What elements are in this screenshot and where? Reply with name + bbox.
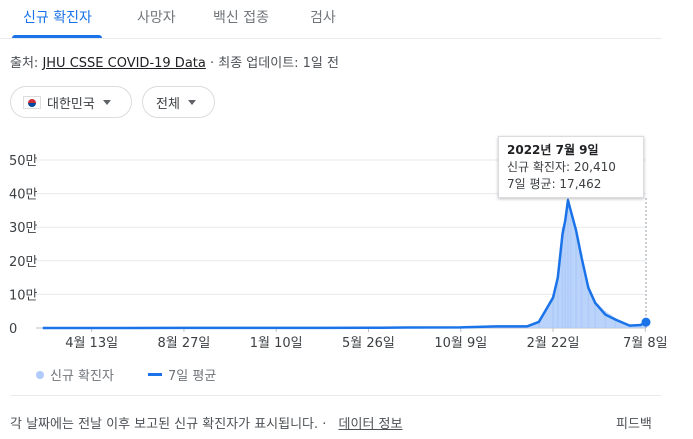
chart-tooltip: 2022년 7월 9일 신규 확진자: 20,410 7일 평균: 17,462 — [498, 136, 644, 198]
line-legend-icon — [148, 373, 162, 376]
tab-new-cases[interactable]: 신규 확진자 — [23, 10, 92, 26]
region-dropdown[interactable]: 대한민국 — [10, 86, 132, 118]
active-tab-indicator — [12, 35, 102, 38]
footer-note: 각 날짜에는 전날 이후 보고된 신규 확진자가 표시됩니다. · 데이터 정보 — [10, 413, 402, 432]
footer-note-text: 각 날짜에는 전날 이후 보고된 신규 확진자가 표시됩니다. · — [10, 417, 327, 432]
bar-legend-icon — [36, 370, 44, 379]
chevron-down-icon — [187, 99, 196, 105]
x-tick-label: 1월 10일 — [250, 336, 303, 351]
y-tick-label: 0 — [9, 322, 17, 337]
hover-point — [641, 317, 651, 327]
legend-average-label: 7일 평균 — [168, 369, 217, 384]
y-tick-label: 30만 — [9, 221, 38, 236]
y-tick-label: 10만 — [9, 288, 38, 303]
y-tick-label: 40만 — [9, 188, 38, 203]
source-prefix: 출처: — [10, 56, 43, 71]
cases-bars-area — [42, 193, 646, 328]
legend-cases: 신규 확진자 — [36, 365, 114, 384]
x-tick-label: 5월 26일 — [342, 336, 395, 351]
period-dropdown[interactable]: 전체 — [142, 86, 215, 118]
y-tick-label: 50만 — [9, 154, 38, 169]
x-tick-label: 4월 13일 — [65, 336, 118, 351]
tooltip-date: 2022년 7월 9일 — [507, 143, 599, 157]
legend-cases-label: 신규 확진자 — [50, 369, 114, 384]
footer-divider — [10, 395, 661, 396]
source-updated: · 최종 업데이트: 1일 전 — [205, 56, 339, 71]
period-label: 전체 — [156, 96, 180, 112]
source-link[interactable]: JHU CSSE COVID-19 Data — [42, 56, 206, 71]
data-info-link[interactable]: 데이터 정보 — [338, 417, 403, 432]
legend-average: 7일 평균 — [148, 365, 216, 384]
tab-tests[interactable]: 검사 — [310, 10, 336, 26]
x-tick-label: 10월 9일 — [434, 336, 487, 351]
feedback-link-text[interactable]: 피드백 — [616, 417, 652, 432]
chevron-down-icon — [102, 99, 111, 105]
tooltip-average: 7일 평균: 17,462 — [507, 177, 602, 191]
source-line: 출처: JHU CSSE COVID-19 Data · 최종 업데이트: 1일… — [10, 52, 339, 71]
tab-vaccinations[interactable]: 백신 접종 — [213, 10, 269, 26]
y-tick-label: 20만 — [9, 255, 38, 270]
feedback-link[interactable]: 피드백 — [616, 413, 652, 432]
x-tick-label: 7월 8일 — [623, 336, 668, 351]
korea-flag-icon — [23, 95, 41, 109]
average-line — [42, 199, 647, 330]
tab-bar: 신규 확진자 사망자 백신 접종 검사 — [0, 0, 662, 39]
region-label: 대한민국 — [47, 96, 95, 112]
x-tick-label: 8월 27일 — [157, 336, 210, 351]
tab-deaths[interactable]: 사망자 — [137, 10, 176, 26]
x-tick-label: 2월 22일 — [527, 336, 580, 351]
tooltip-cases: 신규 확진자: 20,410 — [507, 160, 616, 174]
